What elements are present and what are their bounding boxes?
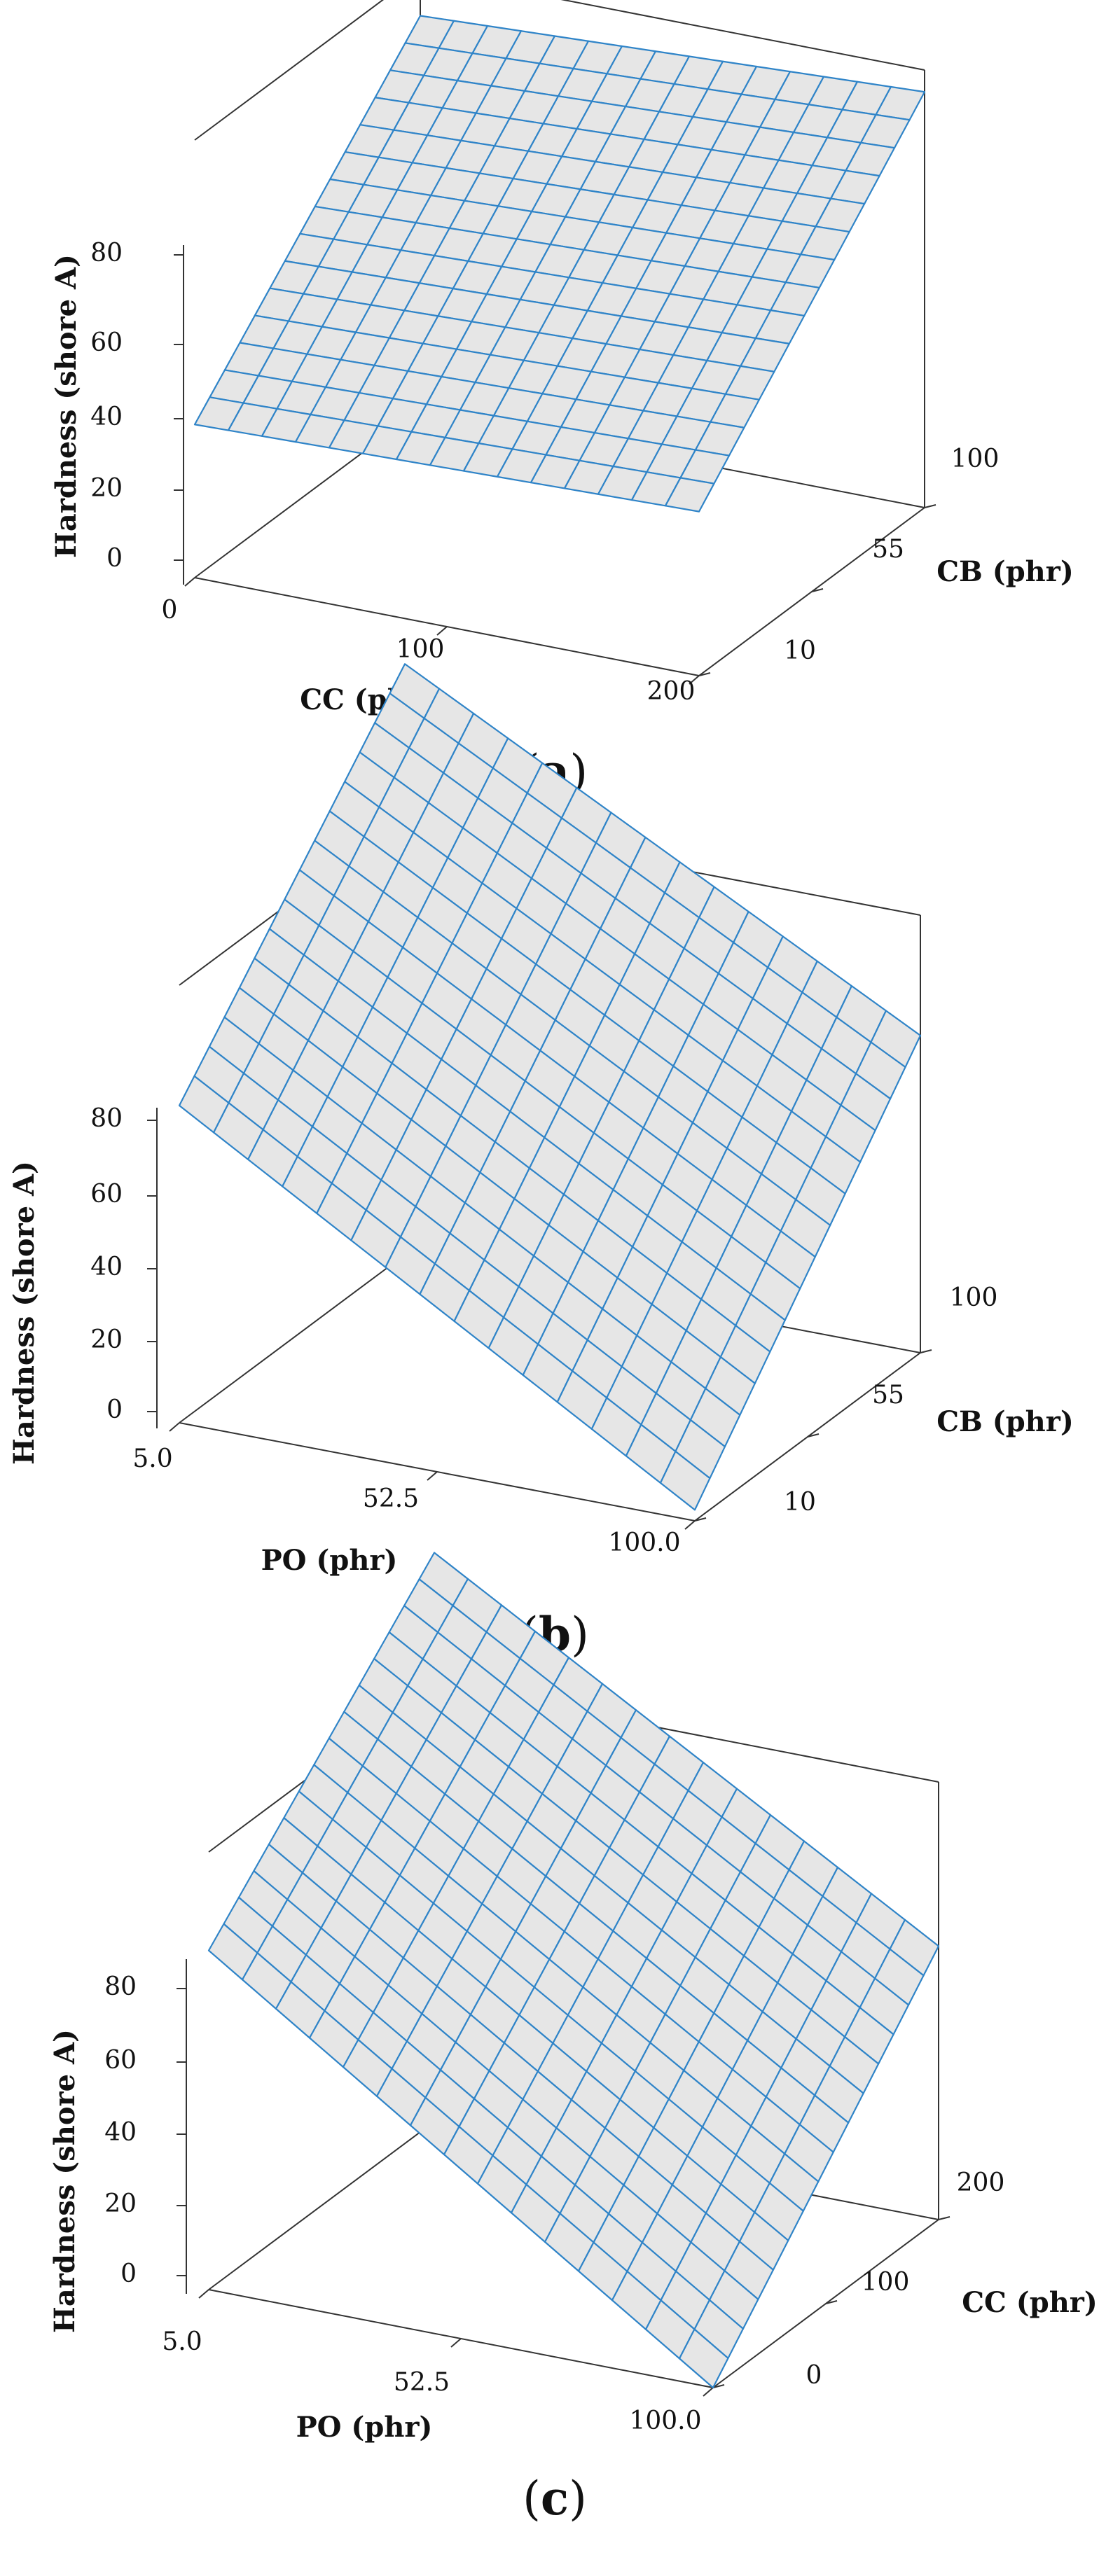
surface-cell: [664, 477, 715, 513]
x-tick-label: 52.5: [394, 2368, 450, 2397]
y-tick-label: 100: [951, 445, 1000, 473]
y-tick-label: 0: [806, 2361, 822, 2390]
y-tick-label: 10: [784, 636, 816, 665]
x-tick-mark: [684, 1520, 696, 1530]
y-tick-label: 100: [862, 2268, 910, 2297]
x-axis-label: PO (phr): [296, 2411, 433, 2444]
z-axis-label: Hardness (shore A): [8, 1161, 41, 1465]
z-tick-label: 0: [106, 1395, 123, 1424]
panel-b: 0 20 40 60 80 5.0 52.5 100.0 10 55 100 Hardness (sh…: [8, 663, 1074, 1662]
x-tick-label: 5.0: [132, 1444, 172, 1473]
floor-back-edge: [208, 2121, 435, 2290]
x-tick-label: 100.0: [629, 2407, 701, 2435]
surface-mesh: [207, 1552, 940, 2389]
surface-mesh: [178, 663, 922, 1511]
x-tick-label: 5.0: [162, 2327, 202, 2356]
x-axis-label: PO (phr): [261, 1544, 398, 1577]
y-tick-mark: [825, 2300, 838, 2304]
z-tick-label: 20: [104, 2189, 137, 2218]
x-tick-label: 52.5: [363, 1484, 419, 1513]
z-tick-label: 80: [90, 1104, 123, 1133]
y-tick-label: 55: [872, 535, 904, 564]
y-tick-mark: [694, 1517, 707, 1522]
x-tick-label: 200: [647, 677, 696, 706]
x-tick-mark: [703, 2387, 714, 2397]
y-tick-label: 10: [784, 1488, 816, 1517]
z-tick-label: 60: [90, 1180, 123, 1209]
panel-a: 0 20 40 60 80 0 100 200 10 55 100 Hardness (shore A…: [50, 0, 1074, 799]
back-top-edge: [560, 0, 925, 71]
panel-c: 0 20 40 60 80 5.0 52.5 100.0 0 100 200 Hardness (sh…: [48, 1552, 1098, 2526]
z-tick-label: 0: [106, 544, 123, 573]
y-tick-label: 200: [957, 2168, 1005, 2197]
y-axis-label: CC (phr): [962, 2286, 1098, 2319]
floor-back-edge: [179, 1254, 406, 1423]
y-tick-label: 100: [950, 1283, 998, 1312]
z-tick-label: 20: [90, 474, 123, 503]
y-axis-label: CB (phr): [936, 1405, 1074, 1438]
z-tick-label: 80: [104, 1972, 137, 2001]
z-tick-label: 40: [90, 403, 123, 431]
z-tick-label: 40: [104, 2118, 137, 2147]
surface-mesh: [193, 15, 926, 513]
y-tick-mark: [924, 504, 936, 508]
x-tick-mark: [198, 2289, 209, 2299]
x-tick-label: 100: [396, 635, 445, 664]
surface-cell: [659, 1450, 711, 1511]
x-tick-label: 100.0: [608, 1529, 680, 1557]
z-tick-label: 0: [120, 2260, 137, 2288]
x-tick-mark: [436, 626, 448, 636]
x-tick-mark: [450, 2338, 462, 2348]
y-tick-mark: [712, 2384, 725, 2388]
z-axis-label: Hardness (shore A): [50, 254, 83, 558]
x-tick-mark: [689, 675, 700, 685]
y-tick-mark: [938, 2216, 950, 2220]
z-axis-label: Hardness (shore A): [48, 2029, 81, 2333]
x-tick-mark: [427, 1471, 438, 1481]
z-tick-label: 40: [90, 1253, 123, 1281]
z-tick-label: 80: [90, 239, 123, 267]
x-tick-mark: [184, 577, 195, 587]
z-tick-label: 20: [90, 1325, 123, 1354]
surface-cell: [678, 2328, 729, 2389]
x-tick-label: 0: [162, 596, 178, 625]
y-tick-mark: [811, 588, 824, 592]
y-tick-mark: [698, 672, 711, 676]
panel-caption: (c): [523, 2471, 587, 2526]
y-tick-mark: [807, 1433, 820, 1437]
x-tick-mark: [169, 1422, 180, 1432]
y-tick-mark: [920, 1349, 932, 1353]
z-tick-label: 60: [104, 2046, 137, 2075]
left-top-edge: [194, 0, 385, 141]
y-tick-label: 55: [872, 1381, 904, 1409]
panel-caption-letter: c: [541, 2471, 569, 2526]
y-axis-label: CB (phr): [936, 555, 1074, 588]
z-tick-label: 60: [90, 328, 123, 357]
